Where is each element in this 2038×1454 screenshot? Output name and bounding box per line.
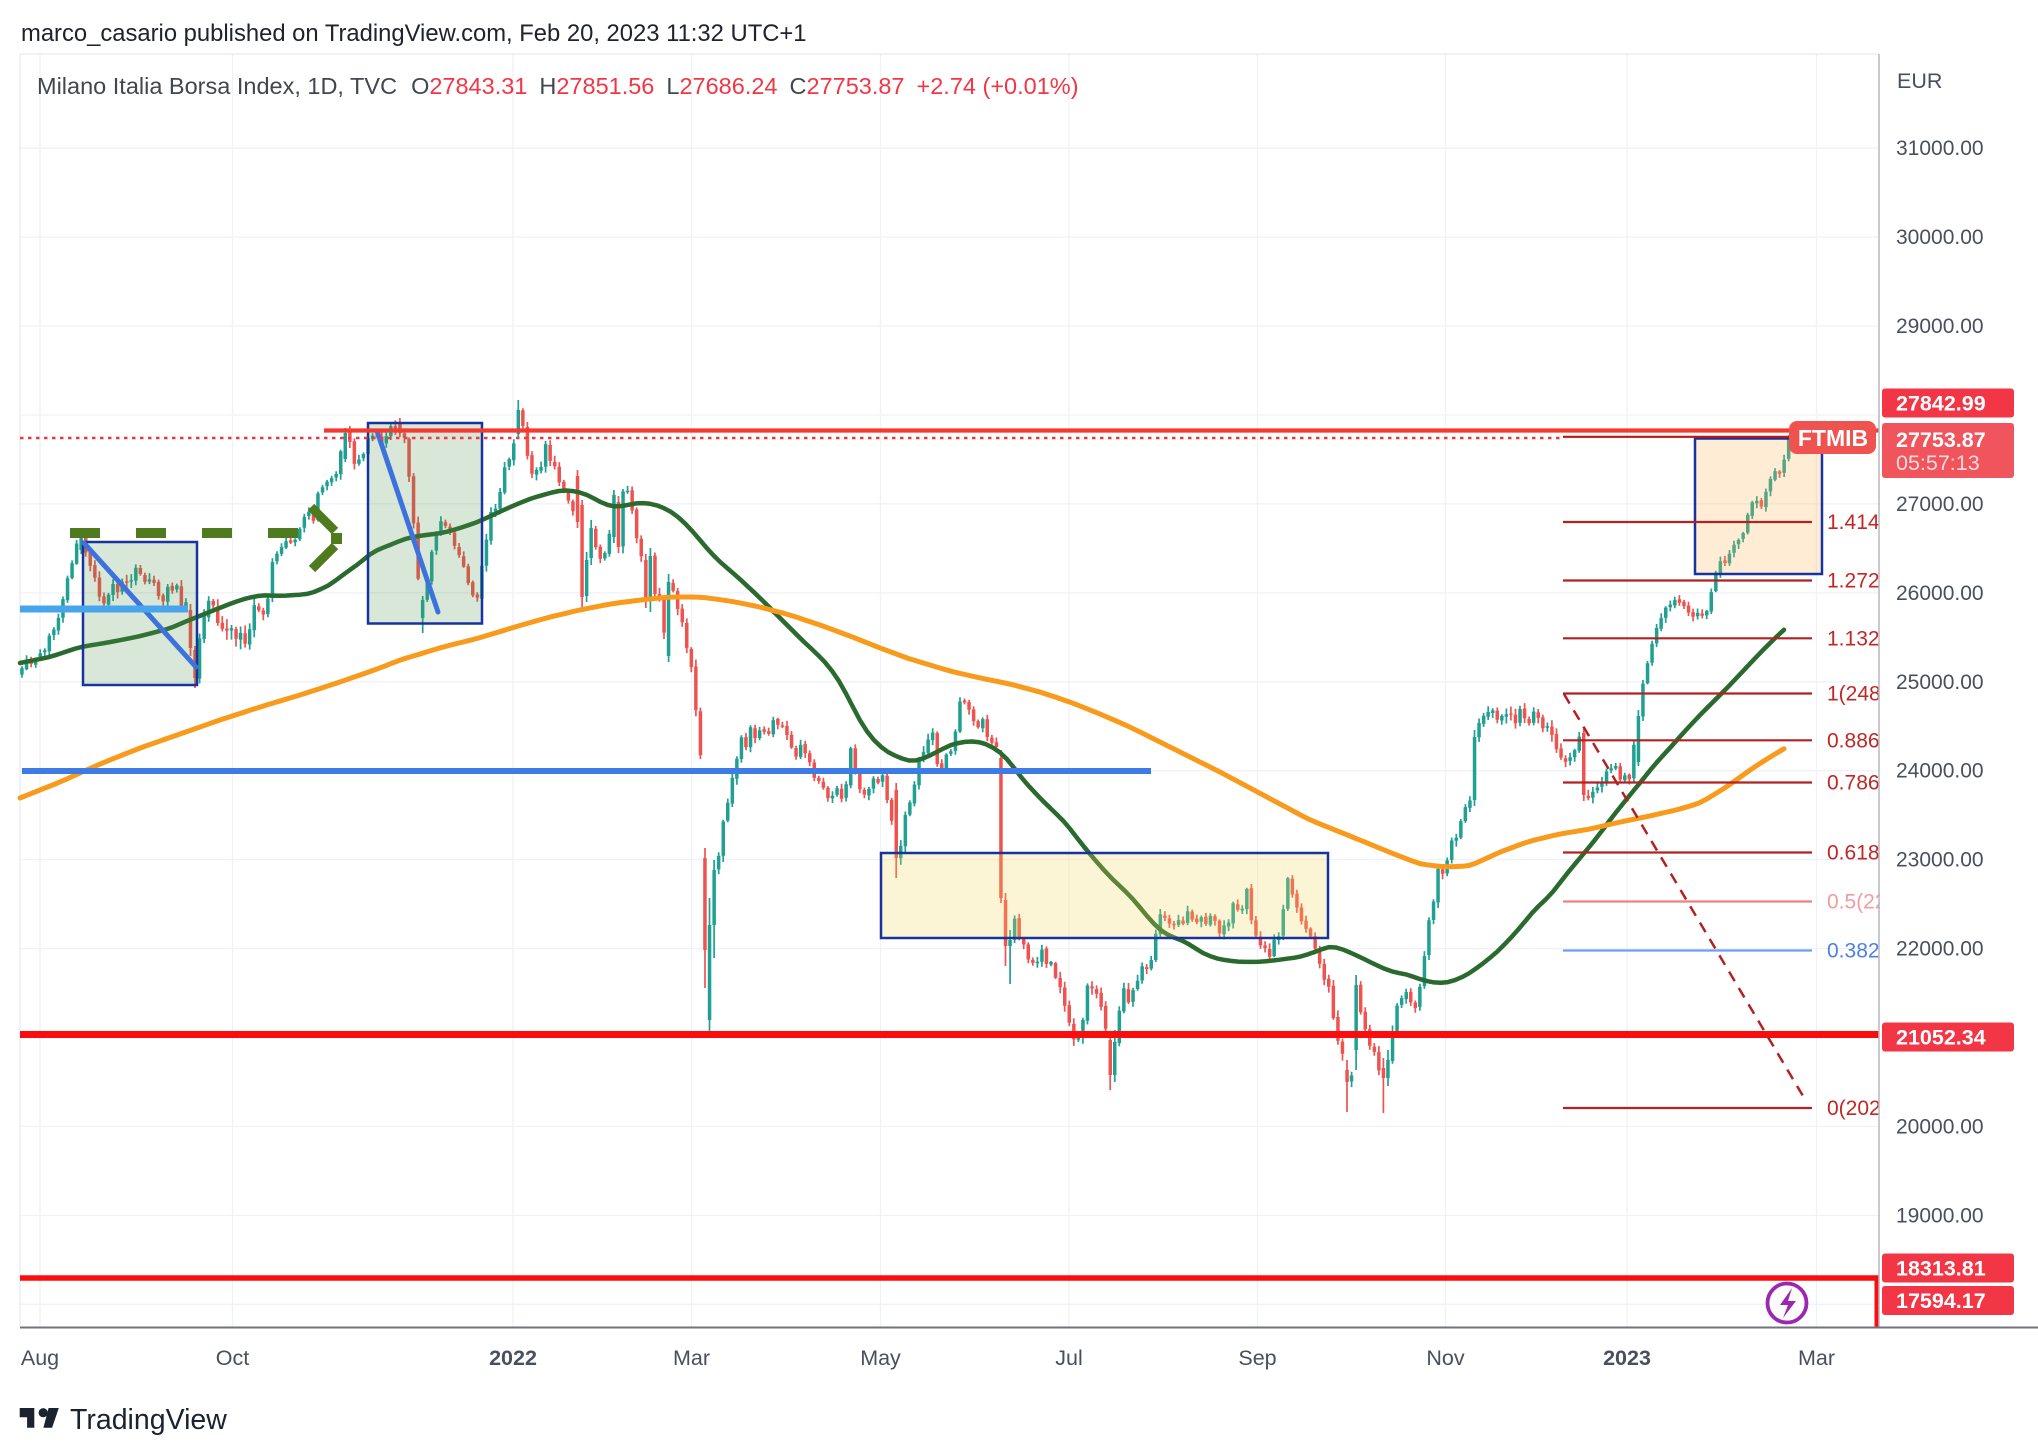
svg-text:17594.17: 17594.17 xyxy=(1896,1289,1986,1313)
svg-text:20000.00: 20000.00 xyxy=(1896,1115,1984,1138)
svg-text:Mar: Mar xyxy=(673,1346,710,1370)
svg-text:23000.00: 23000.00 xyxy=(1896,849,1984,872)
svg-text:2022: 2022 xyxy=(489,1346,537,1370)
svg-text:21052.34: 21052.34 xyxy=(1896,1026,1986,1050)
svg-text:FTMIB: FTMIB xyxy=(1798,425,1868,451)
svg-text:TradingView: TradingView xyxy=(70,1404,227,1436)
svg-text:19000.00: 19000.00 xyxy=(1896,1204,1984,1227)
svg-text:27842.99: 27842.99 xyxy=(1896,392,1986,416)
svg-text:24000.00: 24000.00 xyxy=(1896,760,1984,783)
svg-text:31000.00: 31000.00 xyxy=(1896,137,1984,160)
svg-text:Milano Italia Borsa Index, 1D,: Milano Italia Borsa Index, 1D, TVC O27843… xyxy=(37,73,1079,99)
svg-text:Mar: Mar xyxy=(1798,1346,1835,1370)
svg-text:30000.00: 30000.00 xyxy=(1896,226,1984,249)
svg-text:27000.00: 27000.00 xyxy=(1896,493,1984,516)
svg-text:18313.81: 18313.81 xyxy=(1896,1257,1986,1281)
svg-text:marco_casario published on Tra: marco_casario published on TradingView.c… xyxy=(21,20,807,47)
svg-text:May: May xyxy=(860,1346,901,1370)
svg-text:Aug: Aug xyxy=(21,1346,59,1370)
svg-text:2023: 2023 xyxy=(1603,1346,1651,1370)
svg-text:Oct: Oct xyxy=(216,1346,249,1370)
svg-text:05:57:13: 05:57:13 xyxy=(1896,451,1980,475)
svg-text:Nov: Nov xyxy=(1426,1346,1464,1370)
svg-text:Sep: Sep xyxy=(1238,1346,1276,1370)
svg-text:EUR: EUR xyxy=(1897,69,1942,93)
svg-text:Jul: Jul xyxy=(1055,1346,1082,1370)
svg-text:22000.00: 22000.00 xyxy=(1896,938,1984,961)
svg-text:27753.87: 27753.87 xyxy=(1896,428,1986,452)
svg-text:25000.00: 25000.00 xyxy=(1896,671,1984,694)
svg-text:29000.00: 29000.00 xyxy=(1896,315,1984,338)
svg-text:26000.00: 26000.00 xyxy=(1896,582,1984,605)
